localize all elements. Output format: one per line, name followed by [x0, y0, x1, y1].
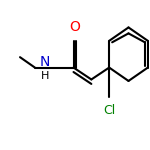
Text: N: N — [40, 55, 50, 69]
Text: H: H — [41, 72, 50, 81]
Text: Cl: Cl — [103, 104, 115, 117]
Text: O: O — [70, 20, 80, 34]
